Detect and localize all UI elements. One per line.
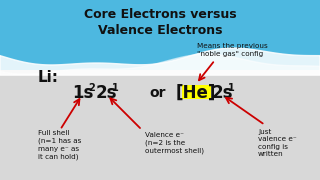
Text: Valence e⁻
(n=2 is the
outermost shell): Valence e⁻ (n=2 is the outermost shell) [145,132,204,154]
Text: 2s: 2s [96,84,117,102]
Text: Li:: Li: [37,71,59,86]
Text: 2: 2 [88,83,95,93]
Text: [He]: [He] [176,84,216,102]
Bar [0,0,320,70]
FancyBboxPatch shape [181,84,211,98]
Text: Full shell
(n=1 has as
many e⁻ as
it can hold): Full shell (n=1 has as many e⁻ as it can… [38,130,81,160]
Text: 1: 1 [228,83,235,93]
Text: Core Electrons versus: Core Electrons versus [84,8,236,21]
Text: Just
valence e⁻
config is
written: Just valence e⁻ config is written [258,129,297,157]
Text: Valence Electrons: Valence Electrons [98,24,222,37]
Text: or: or [150,86,166,100]
Text: 1s: 1s [72,84,93,102]
Text: 1: 1 [112,83,119,93]
Text: Means the previous
"noble gas" config: Means the previous "noble gas" config [196,43,268,57]
Bar [0,70,320,180]
Text: 2s: 2s [212,84,234,102]
